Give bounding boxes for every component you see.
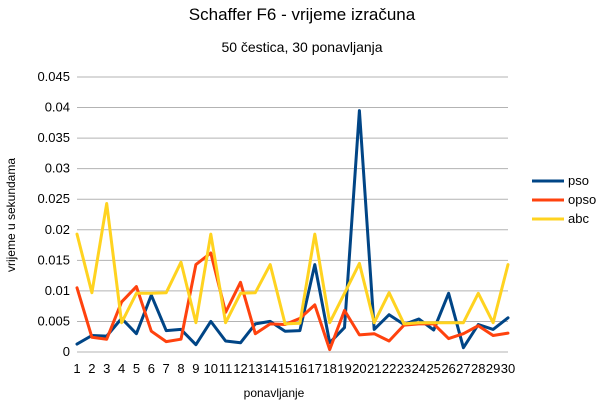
series-line-abc	[75, 202, 510, 326]
series-line-pso	[75, 109, 510, 350]
x-tick-label: 7	[163, 361, 170, 376]
x-tick-label: 12	[233, 361, 247, 376]
y-tick-label: 0.02	[45, 222, 70, 237]
y-tick-label: 0.045	[37, 69, 70, 84]
series-line-opso	[75, 251, 510, 352]
x-tick-label: 29	[486, 361, 500, 376]
x-tick-label: 6	[148, 361, 155, 376]
y-tick-label: 0.04	[45, 100, 70, 115]
x-tick-label: 24	[412, 361, 426, 376]
x-tick-label: 8	[177, 361, 184, 376]
x-axis-ticks: 1 2 3 4 5 6 7 8 9 10 11 12 13 14 15 16 17 18 19 20 21 22 23 24 2…	[73, 361, 515, 376]
chart-subtitle: 50 čestica, 30 ponavljanja	[221, 39, 382, 55]
y-tick-label: 0.005	[37, 313, 70, 328]
series-lines	[75, 109, 510, 352]
x-tick-label: 30	[501, 361, 515, 376]
x-tick-label: 14	[263, 361, 277, 376]
y-axis-label: vrijeme u sekundama	[4, 158, 18, 272]
chart-title: Schaffer F6 - vrijeme izračuna	[189, 5, 416, 24]
grid-lines	[77, 76, 508, 353]
x-tick-label: 22	[382, 361, 396, 376]
x-tick-label: 21	[367, 361, 381, 376]
x-tick-label: 13	[248, 361, 262, 376]
x-tick-label: 1	[73, 361, 80, 376]
x-tick-label: 25	[426, 361, 440, 376]
x-axis-label: ponavljanje	[244, 386, 305, 400]
x-tick-label: 26	[441, 361, 455, 376]
y-axis-ticks: 0 0.005 0.01 0.015 0.02 0.025 0.03 0.035 0.04 0.0…	[37, 69, 70, 359]
legend-label-opso: opso	[568, 192, 596, 207]
x-tick-label: 16	[293, 361, 307, 376]
x-tick-label: 28	[471, 361, 485, 376]
x-tick-label: 19	[337, 361, 351, 376]
x-tick-label: 10	[204, 361, 218, 376]
x-tick-label: 27	[456, 361, 470, 376]
x-tick-label: 2	[88, 361, 95, 376]
y-tick-label: 0.015	[37, 252, 70, 267]
y-tick-label: 0.035	[37, 130, 70, 145]
x-tick-label: 18	[322, 361, 336, 376]
x-tick-label: 11	[219, 361, 233, 376]
y-tick-label: 0	[63, 344, 70, 359]
x-tick-label: 17	[308, 361, 322, 376]
y-tick-label: 0.03	[45, 161, 70, 176]
y-tick-label: 0.025	[37, 191, 70, 206]
x-tick-label: 4	[118, 361, 125, 376]
legend-label-pso: pso	[568, 173, 589, 188]
legend: pso opso abc	[532, 173, 596, 226]
x-tick-label: 9	[192, 361, 199, 376]
x-tick-label: 3	[103, 361, 110, 376]
y-tick-label: 0.01	[45, 283, 70, 298]
x-tick-label: 5	[133, 361, 140, 376]
x-tick-label: 20	[352, 361, 366, 376]
legend-label-abc: abc	[568, 211, 589, 226]
x-tick-label: 23	[397, 361, 411, 376]
x-tick-label: 15	[278, 361, 292, 376]
